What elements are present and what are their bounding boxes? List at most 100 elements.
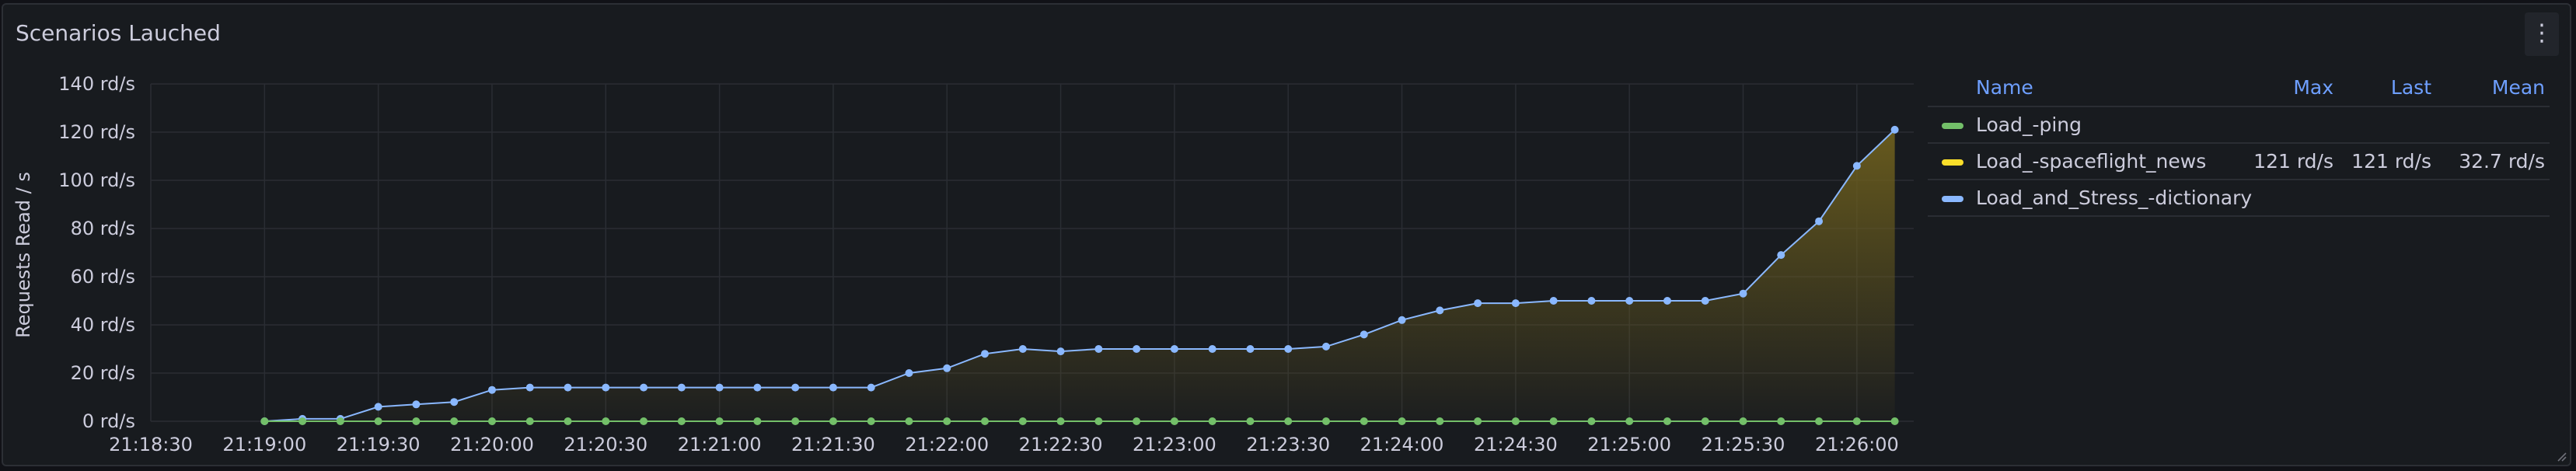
legend-series-name[interactable]: Load_and_Stress_-dictionary xyxy=(1976,187,2253,209)
data-point xyxy=(1018,345,1027,353)
series xyxy=(260,125,1899,425)
data-point xyxy=(791,417,800,425)
resize-handle-icon[interactable] xyxy=(2556,451,2567,462)
data-point xyxy=(1739,289,1747,298)
x-tick-label: 21:25:00 xyxy=(1587,434,1671,455)
more-vertical-icon[interactable]: ⋮ xyxy=(2525,12,2559,56)
data-point xyxy=(1056,347,1065,356)
data-point xyxy=(753,417,762,425)
legend-row[interactable]: Load_and_Stress_-dictionary xyxy=(1928,180,2550,217)
data-point xyxy=(677,383,686,392)
x-tick-label: 21:20:30 xyxy=(564,434,647,455)
data-point xyxy=(1170,345,1178,353)
panel-title: Scenarios Lauched xyxy=(16,20,221,46)
data-point xyxy=(1815,417,1824,425)
data-point xyxy=(1133,345,1141,353)
legend-row[interactable]: Load_-spaceflight_news 121 rd/s 121 rd/s… xyxy=(1928,144,2550,180)
legend-col-name[interactable]: Name xyxy=(1976,76,2033,99)
legend-last: 121 rd/s xyxy=(2351,150,2431,173)
data-point xyxy=(1284,345,1293,353)
data-point xyxy=(905,369,913,377)
panel: Scenarios Lauched ⋮ 0 rd/s 20 rd/s 40 rd/s… xyxy=(2,3,2571,466)
data-point xyxy=(1436,417,1444,425)
legend-max: 121 rd/s xyxy=(2253,150,2333,173)
y-axis-label: Requests Read / s xyxy=(12,172,34,338)
y-tick-label: 120 rd/s xyxy=(58,121,135,143)
data-point xyxy=(867,383,875,392)
legend-mean: 32.7 rd/s xyxy=(2459,150,2545,173)
data-point xyxy=(829,383,837,392)
data-point xyxy=(1890,125,1899,134)
data-point xyxy=(943,364,951,372)
data-point xyxy=(1284,417,1293,425)
data-point xyxy=(1625,417,1634,425)
data-point xyxy=(602,383,610,392)
legend-series-name[interactable]: Load_-ping xyxy=(1976,113,2082,136)
data-point xyxy=(753,383,762,392)
data-point xyxy=(715,417,724,425)
data-point xyxy=(602,417,610,425)
x-tick-label: 21:22:00 xyxy=(905,434,989,455)
data-point xyxy=(1056,417,1065,425)
x-tick-label: 21:26:00 xyxy=(1815,434,1899,455)
data-point xyxy=(450,398,459,406)
data-point xyxy=(298,417,307,425)
data-point xyxy=(1815,217,1824,225)
data-point xyxy=(715,383,724,392)
chart: 0 rd/s 20 rd/s 40 rd/s 60 rd/s 80 rd/s 100 rd… xyxy=(12,73,1914,455)
data-point xyxy=(336,417,344,425)
data-point xyxy=(1208,417,1216,425)
data-point xyxy=(1625,297,1634,305)
data-point xyxy=(1360,417,1368,425)
data-point xyxy=(564,417,572,425)
legend-row[interactable]: Load_-ping xyxy=(1928,107,2550,144)
legend-swatch xyxy=(1942,123,1963,129)
legend-col-mean[interactable]: Mean xyxy=(2491,76,2545,99)
data-point xyxy=(1739,417,1747,425)
data-point xyxy=(1549,417,1558,425)
data-point xyxy=(1777,417,1785,425)
legend-series-name[interactable]: Load_-spaceflight_news xyxy=(1976,150,2207,173)
x-axis-ticks: 21:18:30 21:19:00 21:19:30 21:20:00 21:20:30… xyxy=(109,434,1899,455)
x-tick-label: 21:24:00 xyxy=(1360,434,1444,455)
data-point xyxy=(525,417,534,425)
data-point xyxy=(1852,162,1861,170)
data-point xyxy=(564,383,572,392)
data-point xyxy=(640,417,648,425)
x-tick-label: 21:22:30 xyxy=(1019,434,1103,455)
data-point xyxy=(867,417,875,425)
y-tick-label: 140 rd/s xyxy=(58,73,135,95)
data-point xyxy=(1890,417,1899,425)
legend-swatch xyxy=(1942,196,1963,202)
data-point xyxy=(640,383,648,392)
data-point xyxy=(1587,417,1596,425)
data-point xyxy=(677,417,686,425)
legend-col-max[interactable]: Max xyxy=(2293,76,2333,99)
data-point xyxy=(487,417,496,425)
data-point xyxy=(525,383,534,392)
x-tick-label: 21:23:00 xyxy=(1133,434,1216,455)
data-point xyxy=(1398,417,1406,425)
legend-col-last[interactable]: Last xyxy=(2390,76,2431,99)
data-point xyxy=(1701,297,1709,305)
data-point xyxy=(1170,417,1178,425)
data-point xyxy=(1511,299,1520,308)
data-point xyxy=(450,417,459,425)
data-point xyxy=(981,417,990,425)
data-point xyxy=(1322,342,1330,351)
data-point xyxy=(1094,345,1103,353)
y-tick-label: 0 rd/s xyxy=(82,410,135,432)
x-tick-label: 21:20:00 xyxy=(450,434,534,455)
x-tick-label: 21:23:30 xyxy=(1246,434,1330,455)
data-point xyxy=(1322,417,1330,425)
x-tick-label: 21:18:30 xyxy=(109,434,193,455)
data-point xyxy=(260,417,269,425)
data-point xyxy=(1587,297,1596,305)
x-tick-label: 21:19:30 xyxy=(337,434,421,455)
data-point xyxy=(1246,417,1255,425)
data-point xyxy=(1474,299,1482,308)
data-point xyxy=(791,383,800,392)
x-tick-label: 21:19:00 xyxy=(222,434,306,455)
data-point xyxy=(1663,417,1671,425)
y-tick-label: 40 rd/s xyxy=(71,314,135,336)
